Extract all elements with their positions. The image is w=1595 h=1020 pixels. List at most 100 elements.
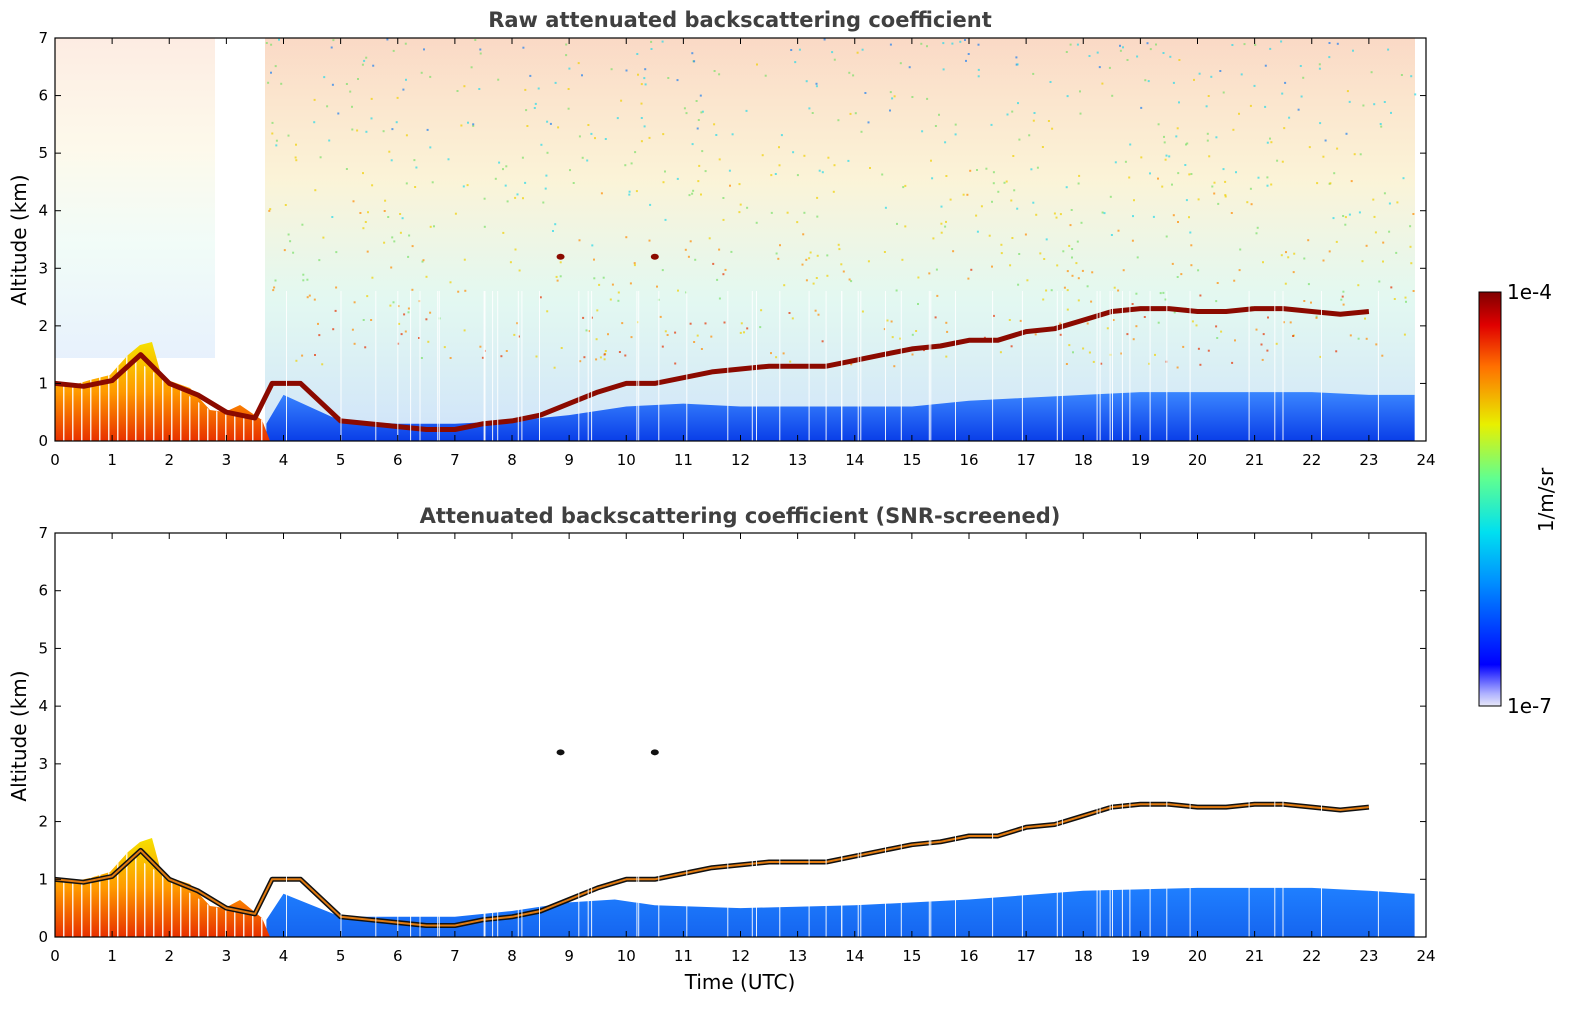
noise-speck — [722, 273, 725, 276]
noise-speck — [500, 355, 503, 358]
noise-speck — [640, 117, 643, 119]
x-tick-label: 14 — [845, 451, 864, 469]
noise-speck — [1395, 251, 1398, 254]
noise-speck — [697, 119, 700, 121]
noise-speck — [463, 85, 466, 88]
x-tick-label: 23 — [1359, 947, 1378, 965]
noise-speck — [1197, 347, 1200, 350]
noise-speck — [545, 174, 548, 177]
noise-speck — [1162, 52, 1165, 54]
noise-speck — [1188, 216, 1190, 219]
noise-speck — [746, 206, 749, 209]
noise-speck — [318, 259, 321, 262]
noise-speck — [356, 129, 359, 132]
noise-speck — [1103, 212, 1106, 215]
noise-speck — [930, 159, 932, 162]
noise-speck — [856, 51, 859, 54]
noise-speck — [1184, 164, 1187, 166]
noise-speck — [826, 254, 829, 257]
noise-speck — [1365, 337, 1368, 340]
noise-speck — [812, 282, 815, 285]
noise-speck — [514, 196, 517, 199]
noise-speck — [357, 78, 359, 80]
noise-speck — [546, 151, 549, 154]
noise-speck — [546, 120, 549, 123]
noise-speck — [463, 329, 466, 332]
noise-speck — [942, 68, 945, 71]
x-tick-label: 14 — [845, 947, 864, 965]
x-tick-label: 13 — [788, 947, 807, 965]
noise-speck — [945, 175, 948, 177]
y-tick-label: 4 — [38, 697, 48, 715]
noise-speck — [951, 42, 954, 45]
noise-speck — [852, 74, 855, 77]
noise-speck — [1346, 90, 1349, 93]
noise-speck — [271, 132, 274, 135]
noise-speck — [364, 221, 367, 223]
noise-speck — [462, 185, 465, 188]
noise-speck — [893, 95, 896, 98]
x-tick-label: 23 — [1359, 451, 1378, 469]
noise-speck — [700, 348, 703, 350]
noise-speck — [421, 260, 424, 263]
noise-speck — [1011, 110, 1014, 113]
noise-speck — [696, 127, 699, 130]
noise-speck — [816, 196, 819, 199]
elevated-feature — [650, 253, 659, 260]
noise-speck — [579, 360, 582, 363]
noise-field — [265, 38, 1415, 441]
noise-speck — [413, 159, 416, 162]
noise-speck — [1282, 321, 1285, 324]
noise-speck — [314, 189, 317, 192]
noise-speck — [1348, 213, 1351, 216]
noise-speck — [1008, 319, 1011, 321]
noise-speck — [1382, 260, 1384, 263]
noise-speck — [911, 96, 914, 98]
noise-speck — [1041, 146, 1044, 148]
noise-speck — [848, 278, 851, 281]
noise-speck — [1246, 201, 1249, 204]
noise-speck — [1006, 113, 1009, 116]
noise-speck — [802, 233, 805, 236]
noise-speck — [949, 198, 952, 201]
noise-speck — [911, 353, 914, 356]
noise-speck — [1207, 95, 1210, 97]
noise-speck — [287, 134, 290, 137]
noise-speck — [1412, 290, 1415, 292]
noise-speck — [630, 162, 633, 165]
noise-speck — [449, 357, 452, 359]
x-tick-label: 1 — [107, 947, 117, 965]
noise-speck — [542, 201, 545, 204]
noise-speck — [1324, 139, 1327, 142]
x-tick-label: 11 — [674, 451, 693, 469]
noise-speck — [595, 338, 598, 341]
noise-speck — [295, 359, 298, 362]
noise-speck — [932, 237, 935, 240]
noise-speck — [1066, 95, 1069, 98]
noise-speck — [701, 110, 704, 113]
noise-speck — [821, 340, 824, 343]
noise-speck — [850, 363, 853, 366]
noise-speck — [1310, 301, 1312, 304]
noise-speck — [1341, 295, 1344, 298]
noise-speck — [544, 187, 547, 190]
noise-speck — [275, 144, 278, 147]
noise-speck — [1254, 43, 1257, 46]
noise-speck — [840, 263, 843, 266]
noise-speck — [345, 168, 348, 170]
noise-speck — [722, 197, 725, 199]
noise-speck — [1381, 354, 1384, 357]
noise-speck — [351, 128, 354, 131]
noise-speck — [1275, 342, 1278, 345]
noise-speck — [399, 213, 402, 215]
y-tick-label: 3 — [38, 259, 48, 277]
noise-speck — [595, 358, 598, 361]
noise-speck — [1233, 279, 1236, 282]
noise-speck — [636, 53, 639, 55]
noise-speck — [313, 121, 316, 124]
noise-speck — [1380, 125, 1383, 128]
elevated-feature — [556, 253, 565, 260]
noise-speck — [692, 189, 695, 192]
noise-speck — [904, 184, 907, 187]
noise-speck — [723, 321, 726, 324]
